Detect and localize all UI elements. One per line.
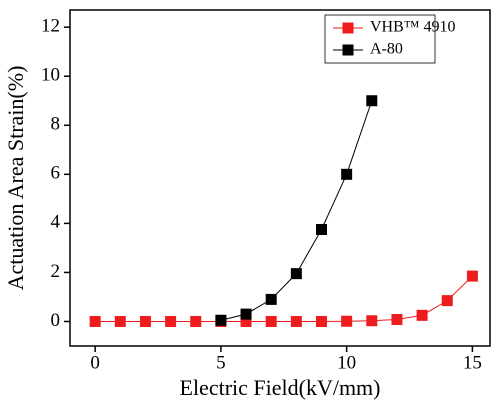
data-point [139,315,151,327]
series-line [95,275,473,322]
data-point [265,315,277,327]
x-axis-title: Electric Field(kV/mm) [180,375,381,400]
series-line [220,100,373,321]
data-point [190,315,202,327]
y-tick-label: 12 [41,16,60,37]
data-point [215,314,227,326]
data-point [315,315,327,327]
data-point [391,314,403,326]
data-point [341,315,353,327]
data-point [89,315,101,327]
data-point [341,168,353,180]
data-point [290,268,302,280]
data-point [366,315,378,327]
x-tick-label: 10 [337,352,356,373]
data-point [441,295,453,307]
x-tick-label: 15 [463,352,482,373]
data-point [416,309,428,321]
data-point [114,315,126,327]
y-tick-label: 6 [51,163,61,184]
data-point [290,315,302,327]
y-tick-label: 2 [51,261,61,282]
y-tick-label: 8 [51,114,61,135]
y-tick-label: 10 [41,65,60,86]
y-axis-title: Actuation Area Strain(%) [3,66,28,291]
data-point [265,293,277,305]
data-point [315,224,327,236]
x-tick-label: 5 [216,352,226,373]
x-tick-label: 0 [90,352,100,373]
plot-frame [69,9,491,347]
data-point [366,95,378,107]
data-point [165,315,177,327]
y-tick-label: 4 [51,212,61,233]
data-point [240,308,252,320]
legend-marker [342,22,354,34]
legend-marker [342,44,354,56]
legend-label: A-80 [370,41,403,58]
data-point [466,270,478,282]
legend-label: VHB™ 4910 [370,19,455,36]
data-point [240,315,252,327]
y-tick-label: 0 [51,310,61,331]
